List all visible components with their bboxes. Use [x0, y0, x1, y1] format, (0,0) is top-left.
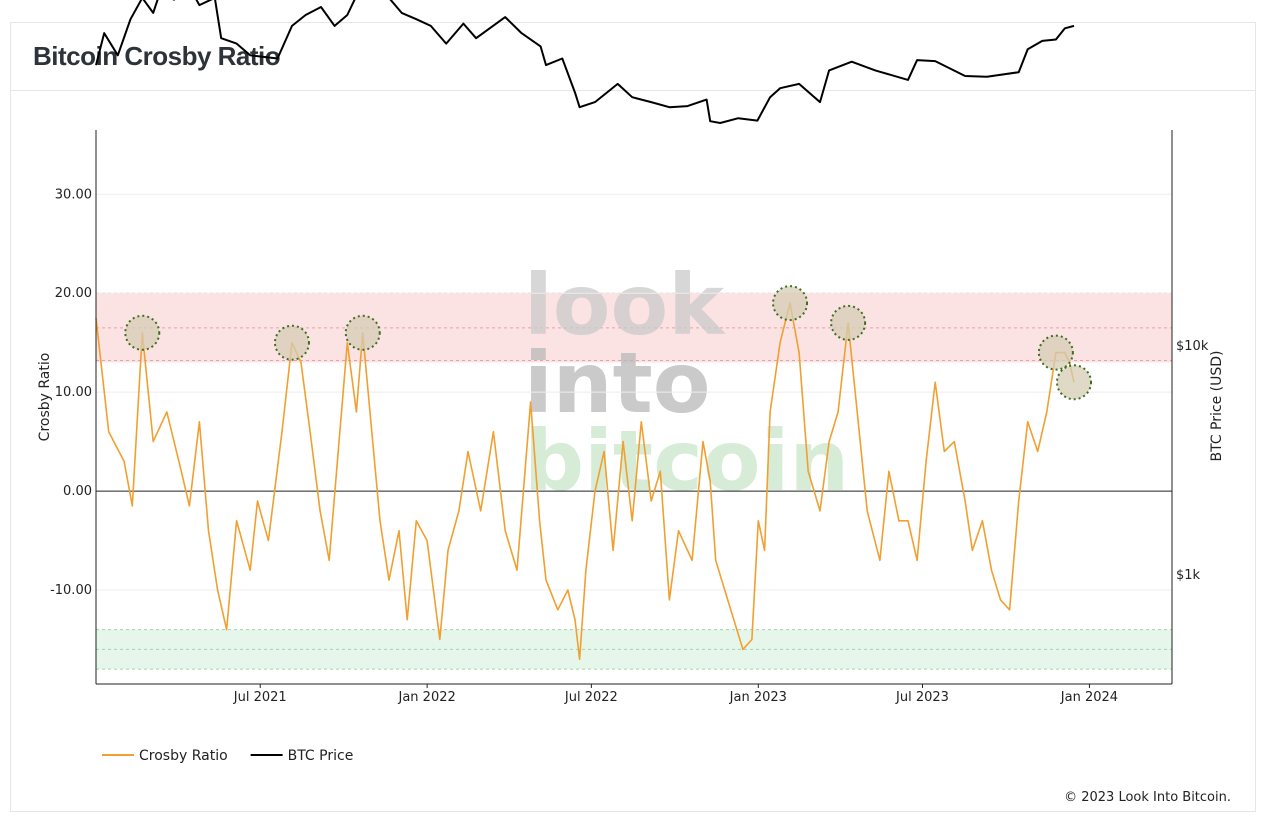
x-tick-label: Jan 2024 [1060, 690, 1118, 705]
watermark-into: into [524, 334, 710, 432]
btc-price-line [95, 0, 1075, 124]
x-tick-label: Jul 2022 [564, 690, 618, 705]
y-tick-label: 10.00 [55, 385, 92, 400]
peak-marker [344, 314, 381, 351]
chart-card: Bitcoin Crosby Ratio © 2023 Look Into Bi… [10, 22, 1256, 812]
y2-tick-label: $10k [1176, 339, 1209, 354]
peak-marker [830, 304, 867, 341]
peak-marker [124, 314, 161, 351]
axes-layer: 30.00 20.00 10.00 0.00 -10.00 $10k $1k Jul 2021… [37, 130, 1225, 705]
x-tick-label: Jan 2022 [398, 690, 456, 705]
watermark-bitcoin: bitcoin [524, 412, 849, 510]
y-axis-title: Crosby Ratio [37, 353, 53, 442]
y-tick-label: 30.00 [55, 187, 92, 202]
peak-marker [1037, 334, 1074, 371]
peak-marker [772, 285, 809, 322]
peak-markers [124, 285, 1093, 401]
bands-layer [96, 292, 1172, 670]
watermark-look: look [524, 256, 726, 354]
y2-axis-title: BTC Price (USD) [1209, 350, 1225, 461]
x-tick-label: Jul 2021 [233, 690, 287, 705]
series-layer [95, 0, 1075, 661]
peak-marker [273, 324, 310, 361]
y-tick-label: 20.00 [55, 286, 92, 301]
x-tick-label: Jul 2023 [895, 690, 949, 705]
x-tick-label: Jan 2023 [729, 690, 787, 705]
legend-label: Crosby Ratio [139, 748, 228, 764]
legend-label: BTC Price [288, 748, 354, 764]
peak-marker [1056, 364, 1093, 401]
watermark: look into bitcoin [524, 256, 849, 510]
y-tick-label: 0.00 [63, 484, 92, 499]
crosby-ratio-line [95, 302, 1075, 661]
y2-tick-label: $1k [1176, 568, 1201, 583]
legend: Crosby Ratio BTC Price [102, 748, 353, 764]
y-tick-label: -10.00 [50, 583, 92, 598]
grid-layer [96, 193, 1172, 591]
copyright-text: © 2023 Look Into Bitcoin. [1064, 790, 1231, 805]
